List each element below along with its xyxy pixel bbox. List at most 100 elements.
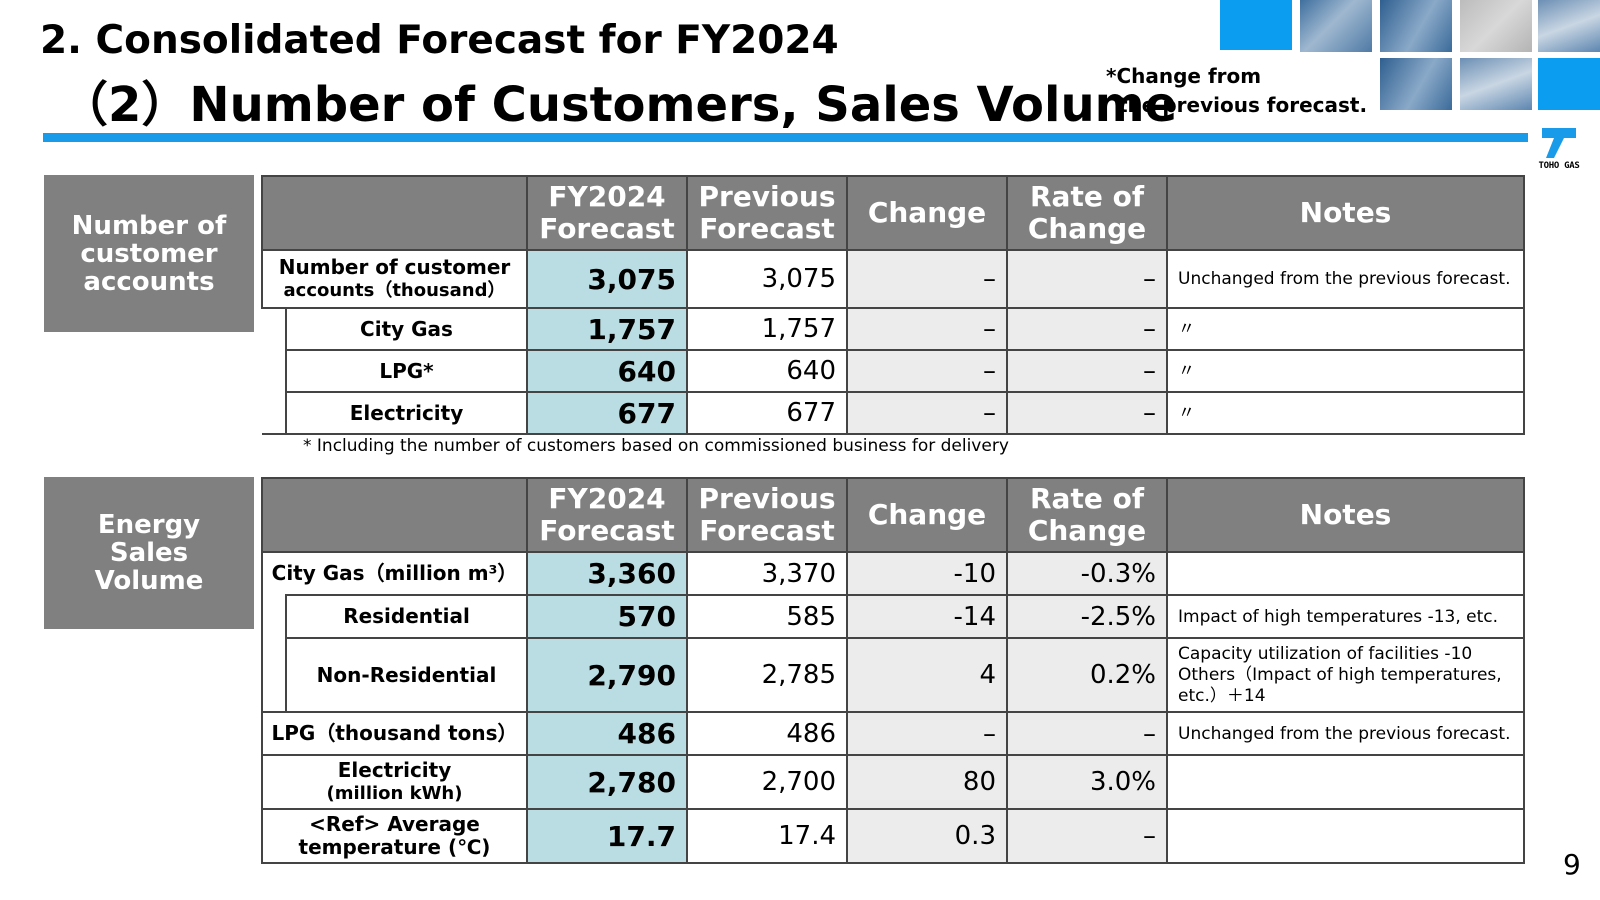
cell-notes: 〃 [1166,391,1525,435]
indent-spacer [262,350,287,392]
logo-mark-icon [1542,128,1576,158]
cell-rate: – [1006,391,1168,435]
tile-sky [1460,58,1532,110]
row-label: <Ref> Average temperature (℃) [261,808,528,864]
section-label-line: Energy [97,510,201,540]
cell-fy2024: 640 [526,349,688,393]
logo-text: TOHO GAS [1538,161,1580,171]
cell-change: – [846,307,1008,351]
cell-notes [1166,754,1525,810]
indent-spacer [262,392,287,435]
cell-fy2024: 570 [526,594,688,639]
table-row: LPG（thousand tons） 486 486 – – Unchanged… [261,711,1525,756]
table-row: Electricity 677 677 – – 〃 [262,391,1525,435]
cell-change: – [846,391,1008,435]
tile-sky [1380,58,1452,110]
cell-rate: -2.5% [1006,594,1168,639]
table-row: <Ref> Average temperature (℃) 17.7 17.4 0… [261,808,1525,864]
tile-blue [1538,58,1600,110]
cell-notes: Impact of high temperatures -13, etc. [1166,594,1525,639]
indent-spacer [261,595,287,638]
cell-rate: – [1006,349,1168,393]
customers-footnote: * Including the number of customers base… [303,436,1009,456]
cell-rate: 0.2% [1006,637,1168,713]
header-rate: Rate of Change [1006,477,1168,553]
row-label: Number of customer accounts（thousand） [261,249,528,309]
row-label: Non-Residential [285,637,528,713]
cell-fy2024: 2,780 [526,754,688,810]
tile-sky [1460,0,1532,52]
cell-previous: 2,785 [686,637,848,713]
table-row: LPG* 640 640 – – 〃 [262,349,1525,393]
cell-rate: – [1006,249,1168,309]
cell-previous: 585 [686,594,848,639]
header-blank [261,175,528,251]
cell-fy2024: 2,790 [526,637,688,713]
cell-fy2024: 3,360 [526,551,688,596]
row-label: Residential [285,594,528,639]
cell-previous: 3,075 [686,249,848,309]
row-label: Electricity (million kWh) [261,754,528,810]
header-change: Change [846,175,1008,251]
header-fy2024: FY2024 Forecast [526,477,688,553]
cell-notes: Unchanged from the previous forecast. [1166,249,1525,309]
cell-rate: – [1006,307,1168,351]
cell-fy2024: 486 [526,711,688,756]
header-rule [43,133,1528,142]
section-label-line: customer [80,238,218,269]
table-row: Number of customer accounts（thousand） 3,0… [261,249,1525,309]
cell-notes [1166,551,1525,596]
cell-change: – [846,711,1008,756]
cell-previous: 17.4 [686,808,848,864]
cell-rate: 3.0% [1006,754,1168,810]
cell-notes: 〃 [1166,307,1525,351]
cell-rate: – [1006,808,1168,864]
cell-previous: 640 [686,349,848,393]
tile-sky [1380,0,1452,52]
cell-previous: 1,757 [686,307,848,351]
table-header-row: FY2024 Forecast Previous Forecast Change R… [261,175,1525,251]
table-row: Residential 570 585 -14 -2.5% Impact of … [261,594,1525,639]
note-line: Others（Impact of high temperatures, etc.… [1178,664,1502,706]
company-logo: TOHO GAS [1533,126,1585,176]
cell-change: -14 [846,594,1008,639]
cell-previous: 486 [686,711,848,756]
section-label-energy: Energy Sales Volume [44,477,254,629]
table-row: City Gas（million m³） 3,360 3,370 -10 -0.… [261,551,1525,596]
header-rate: Rate of Change [1006,175,1168,251]
cell-previous: 3,370 [686,551,848,596]
indent-spacer [262,308,287,350]
cell-rate: – [1006,711,1168,756]
row-label: Electricity [285,391,528,435]
section-label-line: Number of [71,210,227,241]
note-line: Capacity utilization of facilities -10 [1178,643,1473,664]
header-blank [261,477,528,553]
cell-previous: 677 [686,391,848,435]
cell-notes: Capacity utilization of facilities -10 O… [1166,637,1525,713]
header-previous: Previous Forecast [686,477,848,553]
cell-change: 0.3 [846,808,1008,864]
cell-notes: 〃 [1166,349,1525,393]
header-notes: Notes [1166,175,1525,251]
change-note-line2: the previous forecast. [1118,93,1368,117]
cell-change: 80 [846,754,1008,810]
energy-table: FY2024 Forecast Previous Forecast Change R… [261,477,1525,864]
header-change: Change [846,477,1008,553]
cell-notes [1166,808,1525,864]
change-note-line1: *Change from [1106,64,1262,88]
cell-change: – [846,349,1008,393]
row-label: LPG* [285,349,528,393]
tile-sky [1538,0,1600,52]
header-notes: Notes [1166,477,1525,553]
cell-fy2024: 3,075 [526,249,688,309]
cell-change: -10 [846,551,1008,596]
cell-fy2024: 677 [526,391,688,435]
cell-fy2024: 1,757 [526,307,688,351]
indent-spacer [261,638,287,712]
slide-title: 2. Consolidated Forecast for FY2024 [40,18,839,63]
decorative-sky-tiles [1220,0,1600,115]
customers-table: FY2024 Forecast Previous Forecast Change R… [261,175,1525,435]
row-label: City Gas [285,307,528,351]
section-label-line: accounts [83,266,215,297]
cell-rate: -0.3% [1006,551,1168,596]
